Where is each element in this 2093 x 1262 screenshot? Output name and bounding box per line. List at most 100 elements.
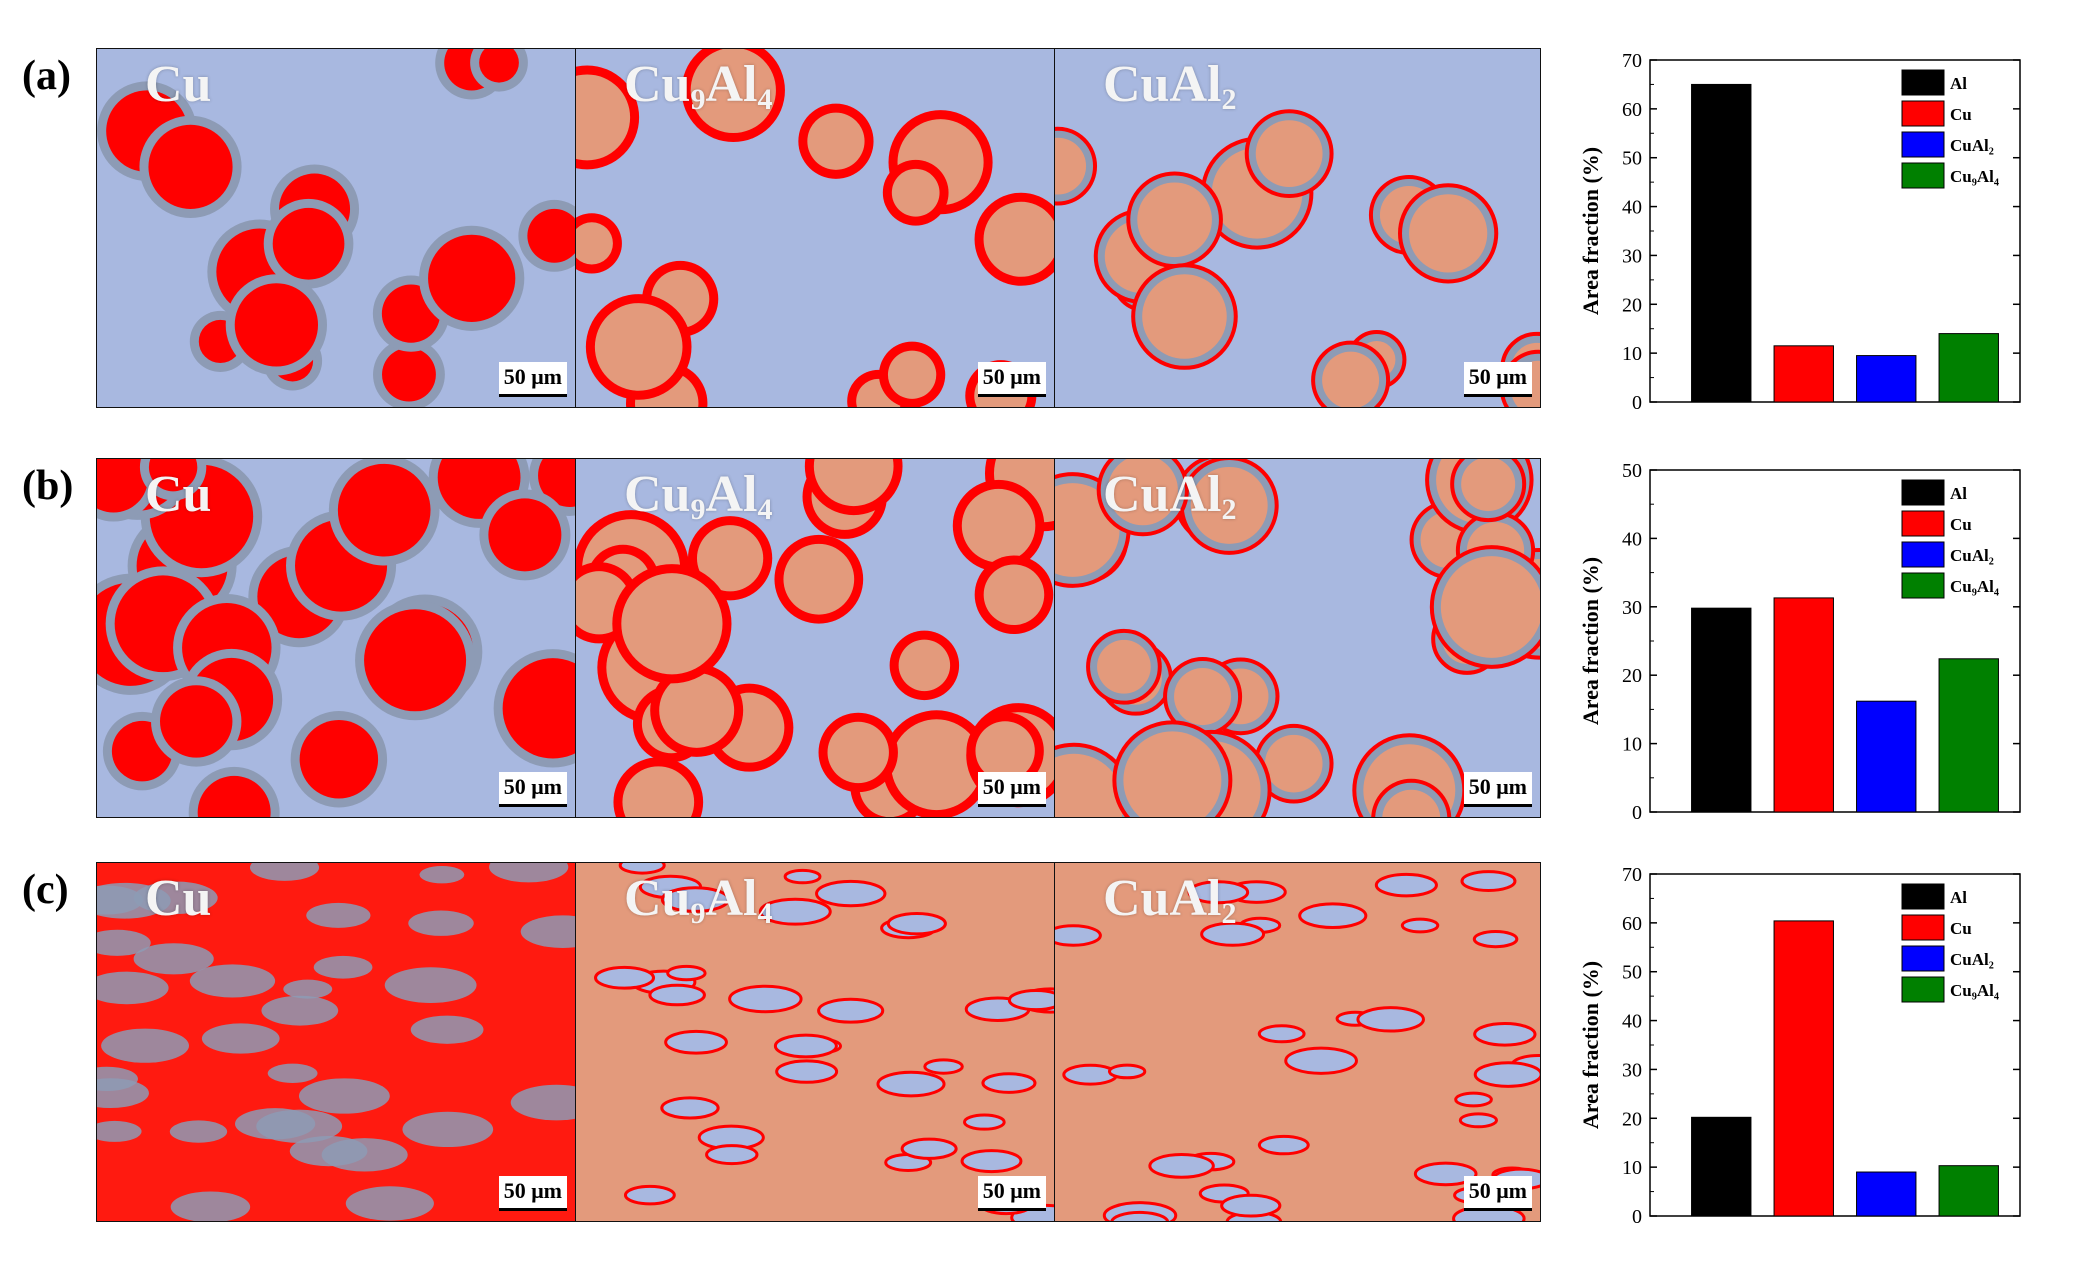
matrix-region <box>1107 1063 1147 1080</box>
legend-swatch <box>1901 914 1945 941</box>
matrix-region <box>886 911 947 936</box>
matrix-region <box>97 1078 149 1109</box>
particle-core <box>428 234 516 322</box>
y-tick-label: 40 <box>1622 1011 1642 1033</box>
legend-label: Al <box>1950 484 1967 503</box>
matrix-region <box>101 1028 190 1063</box>
bar-chart-a: 0 10 20 30 40 50 60 70 Area fraction (%) Al Cu CuAl… <box>1578 50 2021 414</box>
scale-bar: 50 μm <box>977 362 1046 397</box>
legend-swatch <box>1901 541 1945 568</box>
matrix-region <box>783 868 822 885</box>
matrix-region <box>1454 1091 1493 1108</box>
particle-core <box>1097 639 1151 694</box>
matrix-region <box>408 910 474 936</box>
y-tick-label: 40 <box>1622 197 1642 219</box>
particle-core <box>898 639 951 692</box>
matrix-region <box>1458 1112 1499 1129</box>
matrix-region <box>962 1113 1006 1131</box>
y-tick-label: 20 <box>1622 1108 1642 1130</box>
legend-swatch <box>1901 945 1945 972</box>
matrix-region <box>1257 1024 1306 1044</box>
phase-label: Cu9Al4 <box>624 56 773 116</box>
panel-label: (a) <box>22 53 71 99</box>
matrix-region <box>419 865 465 884</box>
legend-label: CuAl₂ <box>1950 950 1994 969</box>
matrix-region <box>1374 872 1438 898</box>
matrix-region <box>1298 902 1368 930</box>
matrix-region <box>133 943 214 975</box>
matrix-region <box>817 997 885 1024</box>
particle-core <box>891 719 982 811</box>
y-axis-label: Area fraction (%) <box>1578 961 1603 1129</box>
micrograph-cu: Cu 50 μm <box>96 458 576 818</box>
matrix-region <box>1110 1210 1170 1221</box>
bar-al <box>1691 83 1752 403</box>
scale-bar: 50 μm <box>498 772 567 807</box>
micrograph-cu9al4: Cu9Al4 50 μm <box>575 862 1055 1222</box>
y-tick-label: 50 <box>1622 962 1642 984</box>
particle-core <box>337 463 431 557</box>
matrix-region <box>1473 1061 1540 1088</box>
y-axis-label: Area fraction (%) <box>1578 147 1603 315</box>
matrix-region <box>1220 1193 1282 1218</box>
bar-al <box>1691 607 1752 813</box>
scale-bar: 50 μm <box>977 1176 1046 1211</box>
bar-chart-c: 0 10 20 30 40 50 60 70 Area fraction (%) Al Cu CuAl… <box>1578 864 2021 1228</box>
micrograph-cual2: CuAl2 50 μm <box>1054 458 1541 818</box>
legend-label: Cu₉Al₄ <box>1950 981 1999 1000</box>
y-tick-label: 10 <box>1622 734 1642 756</box>
y-tick-label: 0 <box>1632 392 1642 414</box>
y-tick-label: 30 <box>1622 245 1642 267</box>
matrix-region <box>189 964 276 998</box>
matrix-region <box>660 886 730 913</box>
particle-core <box>479 49 519 83</box>
particle-core <box>783 543 855 615</box>
particle-core <box>807 112 865 170</box>
bar-chart-b: 0 10 20 30 40 50 Area fraction (%) Al Cu CuAl₂ Cu₉… <box>1578 460 2021 824</box>
particle-core <box>364 609 467 712</box>
y-tick-label: 50 <box>1622 460 1642 482</box>
legend-label: Al <box>1950 888 1967 907</box>
matrix-region <box>594 965 656 990</box>
particle-core <box>576 222 613 265</box>
y-tick-label: 40 <box>1622 528 1642 550</box>
particle-core <box>538 459 575 507</box>
micrograph-cual2: CuAl2 50 μm <box>1054 48 1541 408</box>
matrix-region <box>1200 921 1266 947</box>
particle-core <box>1137 182 1212 258</box>
particle-core <box>1461 459 1516 512</box>
matrix-region <box>170 1191 251 1221</box>
particle-core <box>1174 668 1232 726</box>
y-tick-label: 20 <box>1622 294 1642 316</box>
matrix-region <box>298 1078 390 1114</box>
y-tick-label: 60 <box>1622 913 1642 935</box>
matrix-region <box>384 967 477 1003</box>
legend-swatch <box>1901 479 1945 506</box>
matrix-region <box>1473 1022 1537 1047</box>
particle-core <box>1123 731 1222 817</box>
y-axis-label: Area fraction (%) <box>1578 557 1603 725</box>
y-tick-label: 10 <box>1622 343 1642 365</box>
matrix-region <box>1460 870 1517 893</box>
y-tick-label: 30 <box>1622 597 1642 619</box>
particle-core <box>887 350 937 399</box>
bar-cu <box>1773 345 1834 403</box>
particle-core <box>690 49 776 133</box>
matrix-region <box>306 902 371 928</box>
particle-core <box>148 459 198 492</box>
y-tick-label: 60 <box>1622 99 1642 121</box>
particle-core <box>983 201 1054 277</box>
matrix-region <box>1055 924 1102 947</box>
particle-core <box>891 168 940 217</box>
matrix-region <box>345 1186 434 1221</box>
phase-label: CuAl2 <box>1103 870 1237 930</box>
bar-cual2 <box>1856 700 1917 813</box>
y-tick-label: 70 <box>1622 50 1642 72</box>
legend-label: Cu₉Al₄ <box>1950 577 1999 596</box>
matrix-region <box>960 1149 1023 1174</box>
particle-core <box>160 685 233 758</box>
matrix-region <box>728 984 803 1014</box>
particle-core <box>696 525 764 592</box>
matrix-region <box>1007 989 1054 1012</box>
matrix-region <box>1284 1046 1358 1075</box>
